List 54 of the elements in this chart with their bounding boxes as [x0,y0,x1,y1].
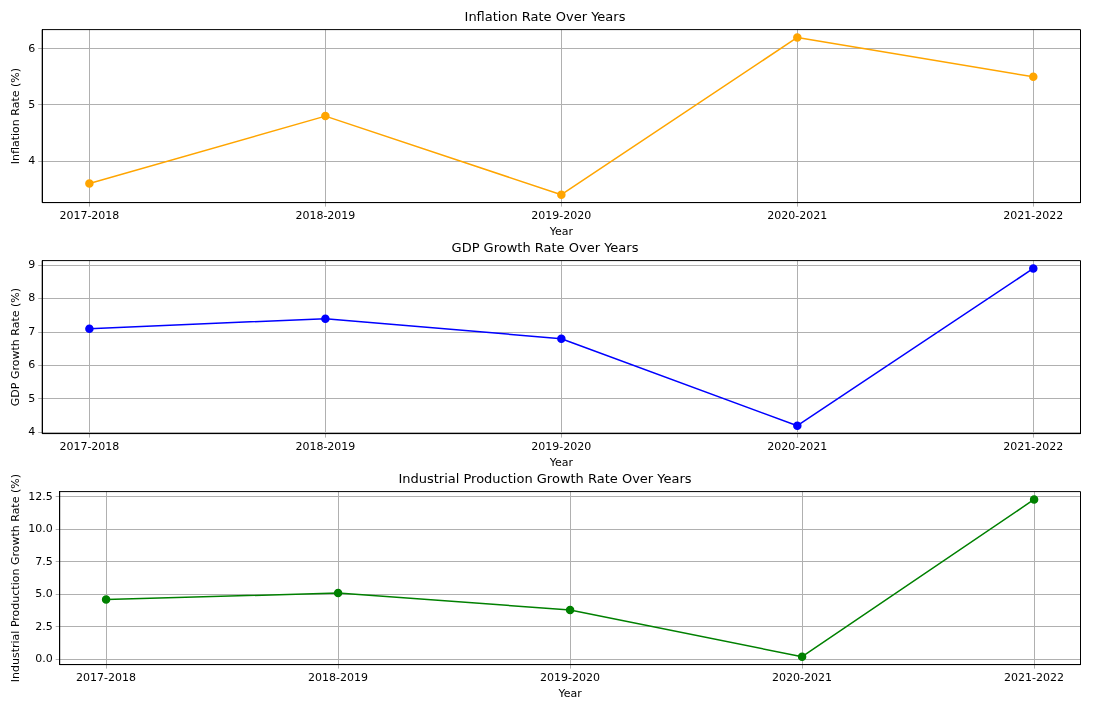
point [85,324,94,333]
y-tick-label: 4 [28,425,36,439]
x-axis-title: Year [557,687,583,701]
point [321,314,330,323]
point [793,421,802,430]
x-tick-label: 2019-2020 [531,209,592,223]
y-tick-label: 5 [28,391,36,405]
y-axis-title: Industrial Production Growth Rate (%) [9,474,23,683]
y-tick-label: 10.0 [28,522,53,536]
x-tick-label: 2017-2018 [76,671,137,685]
point [797,652,807,661]
x-tick-label: 2020-2021 [767,440,828,454]
y-tick-label: 8 [28,291,36,305]
y-axis-title: GDP Growth Rate (%) [9,288,23,407]
y-tick-label: 4 [28,153,36,167]
x-tick-label: 2017-2018 [59,440,120,454]
y-tick-label: 6 [28,41,36,55]
x-tick-label: 2021-2022 [1003,209,1064,223]
y-tick-label: 12.5 [28,489,53,503]
point [565,605,575,615]
y-tick-label: 0.0 [35,652,53,666]
y-tick-label: 9 [28,257,36,271]
point [793,33,802,42]
chart-title: Industrial Production Growth Rate Over Years [398,471,692,487]
chart-title: GDP Growth Rate Over Years [451,240,639,256]
chart-title: Inflation Rate Over Years [464,9,626,25]
x-axis-title: Year [548,225,574,239]
point [557,334,566,343]
point [557,190,566,199]
point [333,588,343,598]
y-tick-label: 5 [28,97,36,111]
point [1029,72,1038,82]
x-axis-title: Year [548,456,574,470]
x-tick-label: 2018-2019 [308,671,369,685]
point [85,179,94,188]
y-tick-label: 5.0 [35,587,53,601]
x-tick-label: 2019-2020 [531,440,592,454]
x-tick-label: 2017-2018 [59,209,120,223]
y-tick-label: 6 [28,358,36,372]
x-tick-label: 2020-2021 [767,209,828,223]
x-tick-label: 2018-2019 [295,209,356,223]
y-axis-title: Inflation Rate (%) [9,67,23,165]
y-tick-label: 2.5 [35,619,53,633]
x-tick-label: 2018-2019 [295,440,356,454]
y-tick-label: 7.5 [35,554,53,568]
y-tick-label: 7 [28,324,36,338]
point [101,595,111,604]
x-tick-label: 2021-2022 [1003,440,1064,454]
point [1029,264,1038,273]
x-tick-label: 2021-2022 [1004,671,1065,685]
point [321,111,330,121]
x-tick-label: 2019-2020 [540,671,601,685]
x-tick-label: 2020-2021 [772,671,833,685]
point [1029,495,1039,504]
